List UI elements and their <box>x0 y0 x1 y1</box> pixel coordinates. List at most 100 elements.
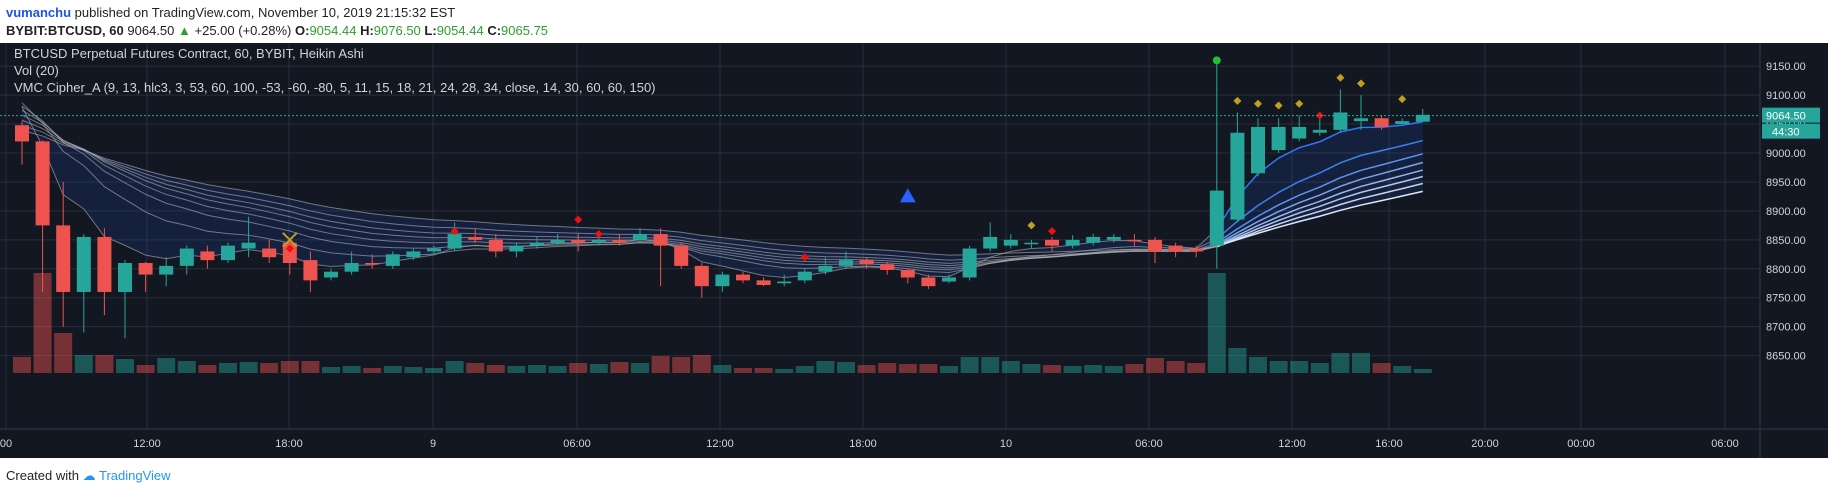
volume-bar <box>857 365 876 373</box>
volume-bar <box>981 357 1000 373</box>
x-tick-label: 18:00 <box>849 438 877 450</box>
candle-body <box>241 242 256 249</box>
triangle-marker <box>899 188 916 203</box>
chart-background <box>0 43 1828 458</box>
candle-body <box>1148 239 1162 252</box>
volume-bar <box>960 357 979 373</box>
volume-bar <box>775 369 794 373</box>
candle-body <box>962 248 977 278</box>
candle-body <box>1271 126 1286 151</box>
x-tick-label: 12:00 <box>706 438 734 450</box>
x-tick-label: 06:00 <box>1711 438 1739 450</box>
candle-body <box>344 263 359 272</box>
candle-body <box>900 269 915 278</box>
candle-body <box>1374 118 1389 127</box>
volume-bar <box>383 366 402 373</box>
volume-bar <box>54 333 73 373</box>
x-axis-ticks: 00 12:00 18:00 9 06:00 12:00 18:00 10 06:00 12:00… <box>0 438 1739 450</box>
x-tick-label: 00:00 <box>1567 438 1595 450</box>
candle-body <box>633 234 647 240</box>
candle-body <box>674 245 689 266</box>
ema-line-bull <box>1216 169 1423 247</box>
low-value: 9054.44 <box>436 23 484 38</box>
tradingview-logo-icon: ☁ <box>82 468 96 483</box>
volume-bar <box>837 362 855 373</box>
countdown-tag-box <box>1762 123 1820 139</box>
low-label: L: <box>424 23 437 38</box>
y-tick-label: 8950.00 <box>1766 177 1806 189</box>
volume-bar <box>74 355 93 373</box>
x-marker <box>282 232 298 248</box>
candle-body <box>406 251 421 258</box>
candle-body <box>715 274 730 287</box>
close-label: C: <box>487 23 502 38</box>
volume-bar <box>1146 358 1164 373</box>
candle-body <box>1333 112 1348 130</box>
candle-body <box>530 242 544 246</box>
open-value: 9054.44 <box>309 23 357 38</box>
x-tick-label: 20:00 <box>1471 438 1499 450</box>
candle-body <box>488 239 503 252</box>
candle-body <box>1065 239 1080 246</box>
candle-body <box>179 248 194 266</box>
x-tick-label: 9 <box>430 438 436 450</box>
volume-bar <box>898 364 917 373</box>
candle-body <box>1003 239 1018 246</box>
volume-bar <box>404 367 423 373</box>
volume-bar <box>1043 365 1061 373</box>
candle-body <box>56 225 71 292</box>
volume-bar <box>1022 364 1041 373</box>
candle-body <box>1189 248 1204 252</box>
diamond-marker <box>450 227 459 236</box>
tradingview-brand-link[interactable]: TradingView <box>99 468 171 483</box>
candle-body <box>1024 242 1039 245</box>
diamond-marker <box>1027 221 1036 230</box>
candle-body <box>571 239 586 243</box>
candle-body <box>365 263 380 265</box>
diamond-marker <box>1274 101 1283 110</box>
volume-bar <box>1352 353 1370 373</box>
volume-bar <box>569 363 588 373</box>
candle-body <box>138 263 153 275</box>
volume-bar <box>280 361 299 373</box>
candle-body <box>921 277 936 287</box>
volume-bar <box>136 365 155 373</box>
candle-body <box>777 281 792 284</box>
chart-svg[interactable]: 8650.00 8700.00 8750.00 8800.00 8850.00 8900.… <box>0 43 1828 458</box>
candle-body <box>97 236 112 292</box>
volume-bar <box>1290 361 1309 373</box>
volume-bar <box>1249 357 1267 373</box>
volume-bar <box>260 363 279 373</box>
chart-area[interactable]: 8650.00 8700.00 8750.00 8800.00 8850.00 8900.… <box>0 43 1828 458</box>
last-price-tag: 9064.50 44:30 <box>1762 107 1820 139</box>
volume-bar <box>1104 366 1123 373</box>
volume-bar <box>1125 364 1144 373</box>
price-axis[interactable] <box>1760 43 1828 458</box>
x-tick-label: 10 <box>1000 438 1012 450</box>
volume-bar <box>692 355 711 373</box>
volume-bar <box>322 367 340 373</box>
volume-bar <box>795 366 814 373</box>
volume-bar <box>1207 273 1226 373</box>
candle-body <box>427 248 441 252</box>
candle-body <box>880 264 895 270</box>
candle-body <box>839 260 853 266</box>
candle-body <box>859 260 874 265</box>
candle-body <box>694 265 709 287</box>
y-tick-label: 8850.00 <box>1766 235 1806 247</box>
chart-title-legend: BTCUSD Perpetual Futures Contract, 60, B… <box>14 46 364 61</box>
candle-body <box>76 236 91 292</box>
x-tick-label: 06:00 <box>1135 438 1163 450</box>
volume-bar <box>713 365 732 373</box>
volume-bar <box>33 273 52 373</box>
candle-body <box>35 141 50 226</box>
high-value: 9076.50 <box>373 23 421 38</box>
volume-bar <box>1084 365 1103 373</box>
volume-bar <box>301 361 320 373</box>
candle-body <box>509 245 524 252</box>
diamond-marker <box>1398 95 1407 104</box>
volume-bar <box>589 364 608 373</box>
author-name[interactable]: vumanchu <box>6 5 72 20</box>
volume-bar <box>672 357 691 373</box>
volume-bar <box>631 363 649 373</box>
